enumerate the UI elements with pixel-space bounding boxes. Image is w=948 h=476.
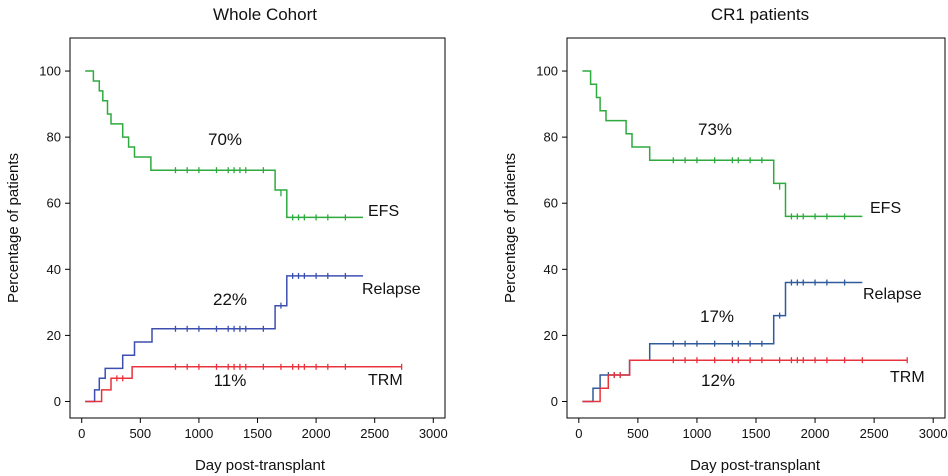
- efs-series-label: EFS: [870, 200, 901, 217]
- x-tick-label: 0: [575, 426, 582, 441]
- y-tick-label: 100: [39, 64, 61, 79]
- y-axis-label: Percentage of patients: [5, 153, 22, 303]
- x-tick-label: 2000: [302, 426, 331, 441]
- y-tick-label: 60: [47, 196, 61, 211]
- trm-series-label: TRM: [368, 372, 403, 389]
- panel-whole-cohort: Whole Cohort Day post-transplant Percent…: [5, 5, 448, 474]
- y-tick-label: 60: [544, 196, 558, 211]
- efs-series: [85, 70, 363, 221]
- trm-percent-annotation: 11%: [214, 371, 247, 390]
- series-layer: [85, 70, 403, 403]
- x-tick-label: 500: [627, 426, 649, 441]
- relapse-series-label: Relapse: [863, 286, 922, 303]
- trm-percent-annotation: 12%: [701, 371, 735, 390]
- y-tick-label: 20: [544, 328, 558, 343]
- efs-series: [582, 70, 863, 220]
- panel-title: Whole Cohort: [213, 5, 317, 24]
- x-tick-label: 1500: [742, 426, 771, 441]
- x-tick-label: 3000: [419, 426, 448, 441]
- plot-frame: [566, 37, 946, 419]
- trm-series: [85, 363, 403, 403]
- relapse-percent-annotation: 17%: [700, 307, 734, 326]
- y-tick-label: 80: [47, 130, 61, 145]
- x-tick-label: 2500: [860, 426, 889, 441]
- trm-curve: [85, 366, 402, 403]
- x-axis-label: Day post-transplant: [690, 457, 821, 474]
- x-axis-label: Day post-transplant: [195, 457, 326, 474]
- y-tick-label: 40: [47, 262, 61, 277]
- trm-series: [582, 357, 908, 403]
- panel-title: CR1 patients: [711, 5, 809, 24]
- trm-series-label: TRM: [890, 369, 925, 386]
- relapse-curve: [85, 275, 363, 403]
- y-tick-label: 100: [536, 64, 558, 79]
- relapse-series: [85, 272, 363, 403]
- relapse-series-label: Relapse: [362, 281, 421, 298]
- y-tick-label: 0: [551, 394, 558, 409]
- x-tick-label: 1500: [243, 426, 272, 441]
- x-tick-label: 3000: [919, 426, 948, 441]
- panel-cr1-patients: CR1 patients Day post-transplant Percent…: [502, 5, 948, 474]
- axis-ticks: 0 500 1000 1500 2000 2500 3000 0 20 40 60 80 100: [536, 64, 947, 441]
- x-tick-label: 0: [78, 426, 85, 441]
- series-layer: [582, 70, 908, 403]
- y-tick-label: 80: [544, 130, 558, 145]
- plot-frame: [69, 37, 446, 419]
- efs-curve: [85, 70, 363, 219]
- x-tick-label: 1000: [682, 426, 711, 441]
- axis-ticks: 0 500 1000 1500 2000 2500 3000 0 20 40 60 80 100: [39, 64, 447, 441]
- efs-series-label: EFS: [368, 203, 399, 220]
- relapse-percent-annotation: 22%: [213, 290, 247, 309]
- efs-curve: [582, 70, 863, 218]
- trm-curve: [582, 359, 908, 403]
- y-tick-label: 20: [47, 328, 61, 343]
- x-tick-label: 2000: [801, 426, 830, 441]
- y-axis-label: Percentage of patients: [502, 153, 519, 303]
- x-tick-label: 2500: [360, 426, 389, 441]
- efs-percent-annotation: 73%: [698, 120, 732, 139]
- x-tick-label: 500: [129, 426, 151, 441]
- x-tick-label: 1000: [184, 426, 213, 441]
- y-tick-label: 40: [544, 262, 558, 277]
- efs-percent-annotation: 70%: [208, 130, 242, 149]
- y-tick-label: 0: [54, 394, 61, 409]
